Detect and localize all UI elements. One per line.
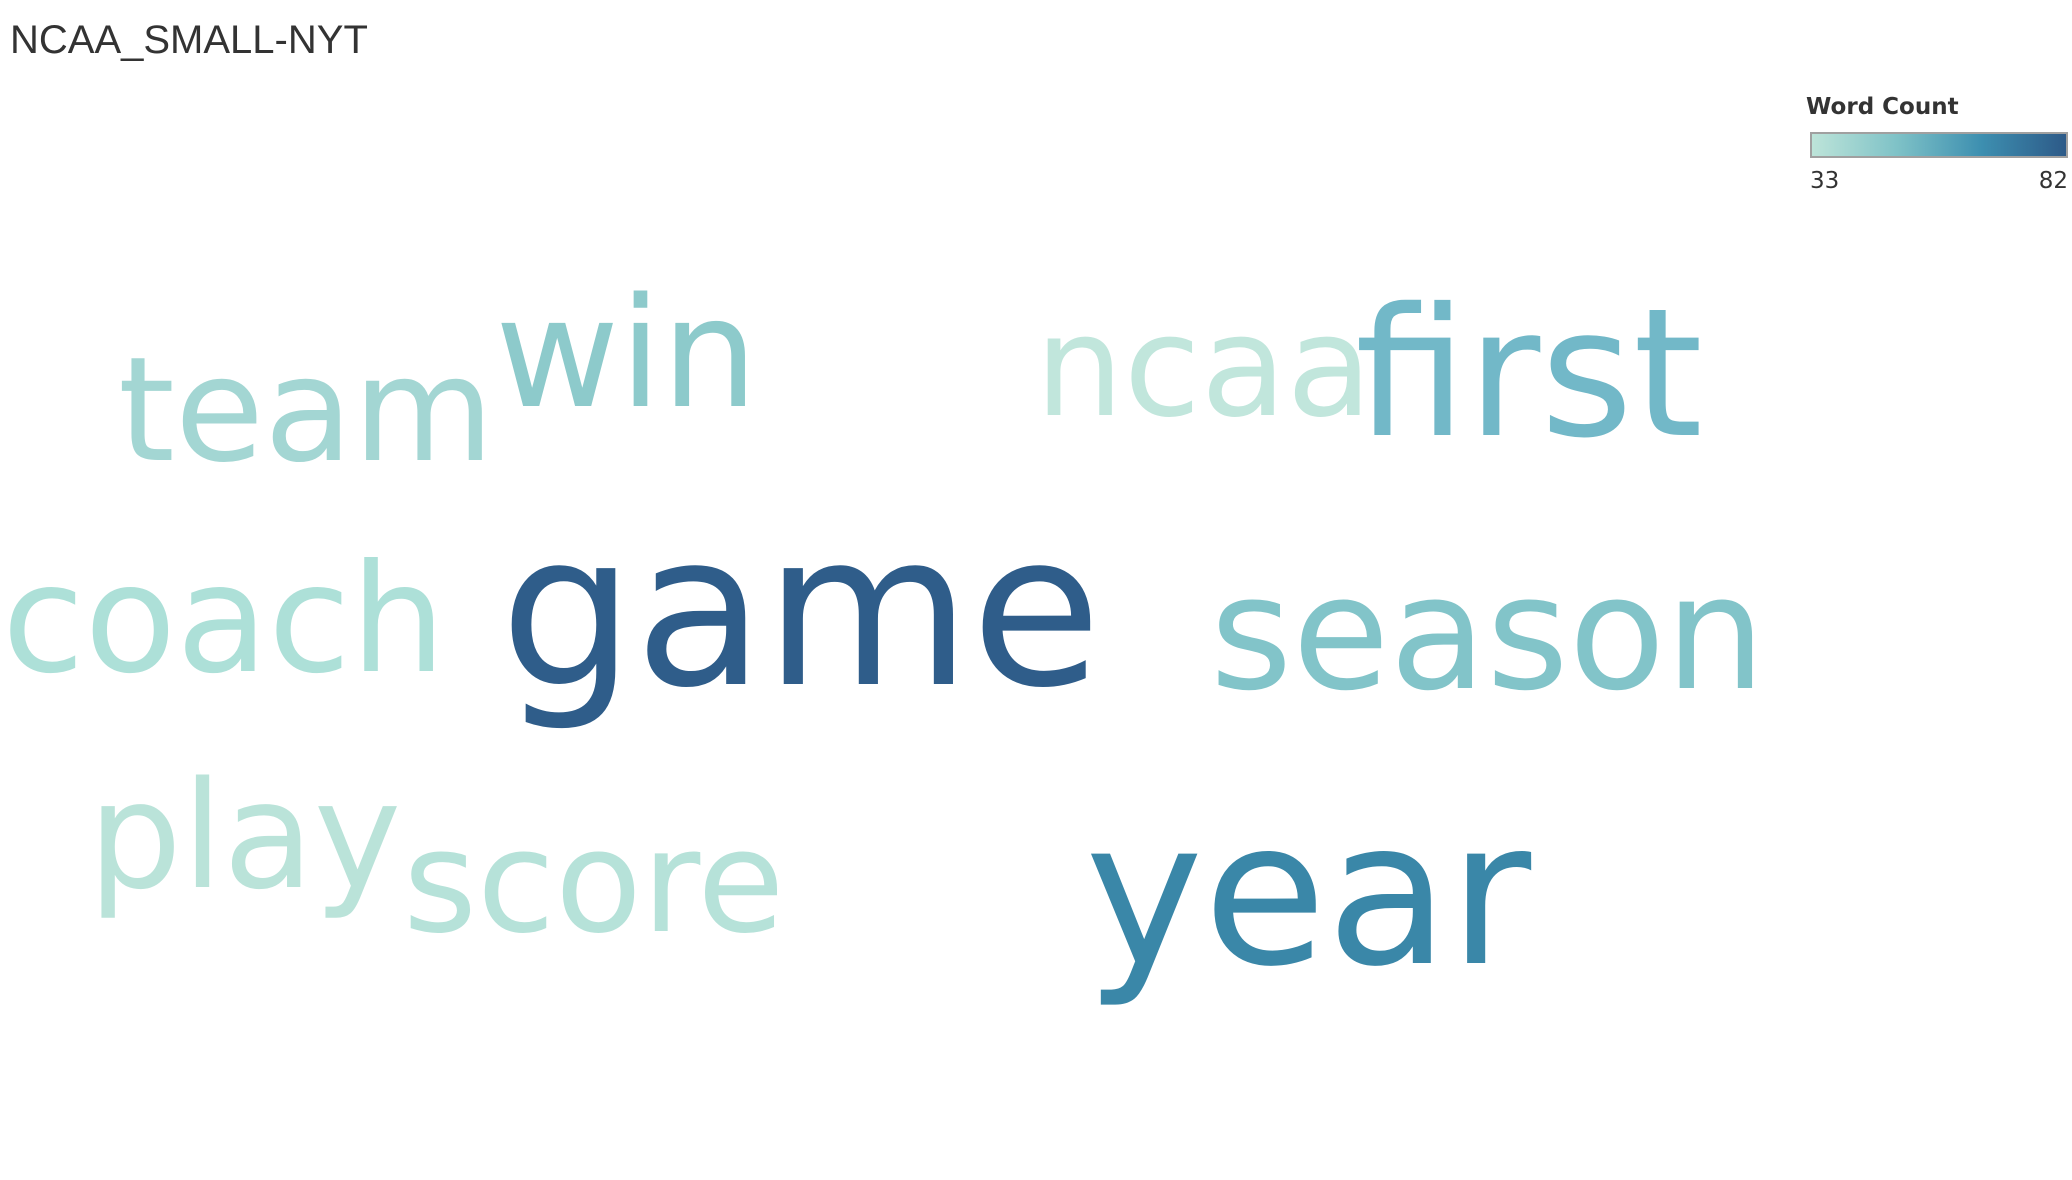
chart-title: NCAA_SMALL-NYT — [10, 18, 368, 62]
word-year: year — [1085, 778, 1532, 1011]
word-play: play — [88, 750, 402, 922]
word-first: first — [1355, 270, 1703, 477]
legend-gradient-bar — [1810, 132, 2068, 158]
word-ncaa: ncaa — [1035, 286, 1373, 449]
legend-max-label: 82 — [2038, 168, 2068, 194]
word-game: game — [500, 487, 1102, 734]
word-score: score — [403, 800, 785, 965]
legend-min-label: 33 — [1810, 168, 1840, 194]
color-legend: Word Count 33 82 — [1806, 94, 2072, 194]
word-coach: coach — [2, 533, 446, 707]
word-team: team — [118, 326, 495, 495]
word-season: season — [1210, 542, 1766, 726]
word-win: win — [495, 265, 758, 442]
legend-title: Word Count — [1806, 94, 1959, 120]
